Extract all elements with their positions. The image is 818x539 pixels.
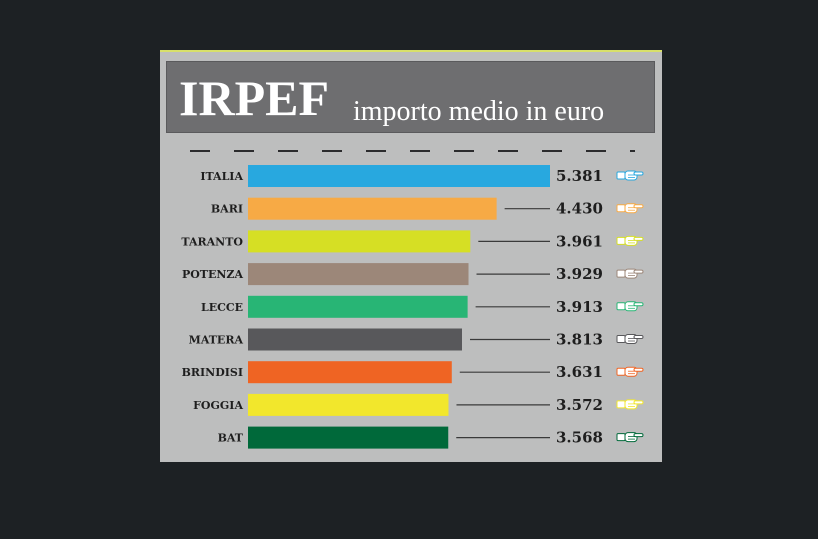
bar — [248, 165, 550, 187]
value-label: 3.913 — [556, 298, 603, 316]
dashed-divider — [190, 150, 635, 152]
category-label: BAT — [218, 432, 244, 445]
pointing-hand-icon — [616, 235, 644, 246]
value-label: 3.572 — [556, 396, 603, 414]
chart-subtitle: importo medio in euro — [353, 96, 605, 127]
value-label: 4.430 — [556, 200, 603, 218]
value-label: 3.631 — [556, 363, 603, 381]
bar — [248, 361, 452, 384]
pointing-hand-icon — [616, 301, 644, 312]
value-label: 3.929 — [556, 265, 603, 283]
pointing-hand-icon — [616, 268, 644, 279]
pointing-hand-icon — [616, 334, 644, 344]
category-label: LECCE — [201, 301, 243, 314]
bar — [248, 295, 468, 318]
bar — [248, 426, 449, 449]
value-label: 3.568 — [556, 429, 603, 447]
chart-title: IRPEF — [179, 70, 329, 126]
category-label: ITALIA — [200, 170, 243, 183]
chart-header: IRPEF importo medio in euro — [166, 61, 655, 133]
bar — [248, 263, 469, 286]
pointing-hand-icon — [616, 366, 644, 377]
pointing-hand-icon — [616, 432, 644, 443]
chart-card: IRPEF importo medio in euro ITALIA 5.381 B… — [160, 50, 662, 462]
value-label: 5.381 — [556, 167, 603, 185]
category-label: BRINDISI — [182, 366, 243, 379]
bar — [248, 197, 497, 220]
value-label: 3.961 — [556, 232, 603, 250]
bar — [248, 230, 471, 253]
category-label: BARI — [211, 203, 243, 216]
bar — [248, 328, 462, 351]
pointing-hand-icon — [616, 399, 644, 410]
category-label: POTENZA — [182, 268, 244, 281]
category-label: MATERA — [189, 334, 244, 347]
pointing-hand-icon — [616, 170, 644, 181]
bar — [248, 393, 449, 416]
category-label: TARANTO — [181, 235, 243, 248]
value-label: 3.813 — [556, 331, 603, 349]
bar-chart: ITALIA 5.381 BARI 4.430 TARANTO 3.961 POTENZA 3… — [181, 165, 644, 449]
pointing-hand-icon — [616, 203, 644, 214]
category-label: FOGGIA — [193, 399, 243, 412]
